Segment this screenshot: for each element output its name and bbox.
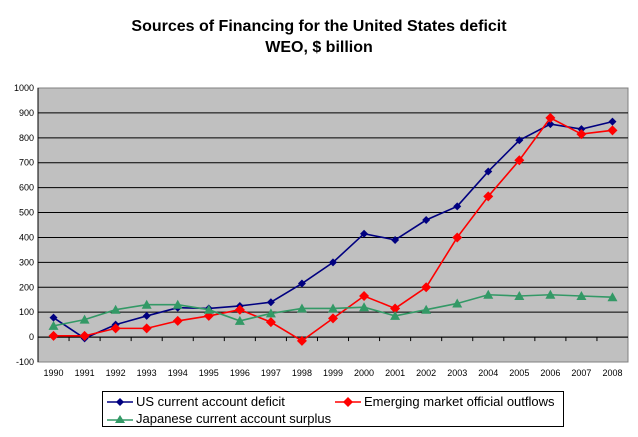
legend-item-em: Emerging market official outflows bbox=[335, 394, 555, 409]
data-point bbox=[390, 310, 401, 320]
data-point bbox=[48, 330, 59, 341]
data-point bbox=[265, 308, 276, 318]
data-point bbox=[545, 289, 556, 299]
legend-marker-diamond-icon bbox=[107, 397, 133, 406]
legend-marker-triangle-icon bbox=[107, 414, 133, 423]
y-tick-label: -100 bbox=[16, 357, 34, 367]
data-point bbox=[607, 292, 618, 302]
y-tick-label: 700 bbox=[19, 158, 34, 168]
legend-label: US current account deficit bbox=[136, 394, 285, 409]
data-point bbox=[576, 290, 587, 300]
x-tick-label: 1998 bbox=[292, 368, 312, 378]
x-tick-label: 2001 bbox=[385, 368, 405, 378]
x-tick-label: 1994 bbox=[168, 368, 188, 378]
data-point bbox=[328, 303, 338, 313]
y-tick-label: 100 bbox=[19, 307, 34, 317]
data-point bbox=[546, 120, 555, 129]
data-point bbox=[515, 136, 524, 145]
x-tick-label: 1990 bbox=[44, 368, 64, 378]
y-tick-label: 200 bbox=[19, 282, 34, 292]
data-point bbox=[49, 313, 58, 322]
y-tick-label: 800 bbox=[19, 133, 34, 143]
data-point bbox=[483, 191, 494, 202]
data-point bbox=[234, 315, 245, 325]
data-point bbox=[453, 202, 462, 211]
y-tick-label: 900 bbox=[19, 108, 34, 118]
legend: US current account deficit Emerging mark… bbox=[102, 391, 564, 427]
x-tick-label: 1995 bbox=[199, 368, 219, 378]
data-point bbox=[422, 216, 431, 225]
chart-subtitle: WEO, $ billion bbox=[265, 39, 373, 56]
x-tick-label: 2003 bbox=[447, 368, 467, 378]
data-point bbox=[390, 303, 401, 314]
data-point bbox=[329, 258, 337, 267]
data-point bbox=[514, 290, 525, 300]
y-tick-label: 600 bbox=[19, 183, 34, 193]
x-tick-label: 2004 bbox=[478, 368, 498, 378]
x-tick-label: 2005 bbox=[509, 368, 529, 378]
data-point bbox=[234, 304, 245, 315]
data-point bbox=[79, 330, 90, 341]
data-point bbox=[172, 315, 183, 326]
data-point bbox=[608, 117, 617, 126]
data-point bbox=[360, 229, 369, 238]
y-tick-label: 500 bbox=[19, 208, 34, 218]
data-point bbox=[142, 311, 151, 320]
data-point bbox=[452, 298, 463, 308]
data-point bbox=[266, 298, 275, 307]
x-tick-label: 1997 bbox=[261, 368, 281, 378]
x-tick-label: 1999 bbox=[323, 368, 343, 378]
data-point bbox=[141, 323, 152, 334]
x-tick-label: 1996 bbox=[230, 368, 250, 378]
x-tick-label: 1993 bbox=[137, 368, 157, 378]
legend-marker-diamond-icon bbox=[335, 396, 361, 407]
data-point bbox=[328, 313, 338, 324]
legend-item-jp: Japanese current account surplus bbox=[107, 411, 331, 426]
x-tick-label: 2007 bbox=[571, 368, 591, 378]
y-tick-label: 1000 bbox=[14, 83, 34, 93]
data-point bbox=[359, 290, 370, 301]
y-tick-label: 400 bbox=[19, 232, 34, 242]
chart-title: Sources of Financing for the United Stat… bbox=[131, 18, 507, 35]
data-point bbox=[607, 125, 618, 136]
data-point bbox=[576, 129, 587, 140]
data-point bbox=[421, 304, 432, 314]
data-point bbox=[514, 155, 525, 166]
x-tick-label: 2002 bbox=[416, 368, 436, 378]
data-point bbox=[172, 299, 183, 309]
x-tick-label: 1992 bbox=[106, 368, 126, 378]
data-point bbox=[48, 320, 59, 330]
data-point bbox=[203, 304, 214, 314]
x-tick-label: 1991 bbox=[75, 368, 95, 378]
data-point bbox=[483, 289, 494, 299]
data-point bbox=[421, 282, 432, 293]
data-point bbox=[545, 112, 556, 123]
data-point bbox=[391, 235, 400, 244]
legend-label: Emerging market official outflows bbox=[364, 394, 555, 409]
data-point bbox=[484, 167, 493, 176]
legend-item-us: US current account deficit bbox=[107, 394, 285, 409]
y-tick-label: 300 bbox=[19, 257, 34, 267]
x-tick-label: 2006 bbox=[540, 368, 560, 378]
data-point bbox=[110, 323, 121, 334]
y-tick-label: 0 bbox=[29, 332, 34, 342]
data-point bbox=[79, 314, 90, 324]
line-chart: -100 0 100 200 300 400 500 600 700 800 900 1000 1990… bbox=[14, 83, 629, 378]
legend-label: Japanese current account surplus bbox=[136, 411, 332, 426]
data-point bbox=[359, 302, 370, 312]
data-point bbox=[265, 317, 276, 328]
data-point bbox=[141, 299, 152, 309]
data-point bbox=[297, 279, 306, 288]
data-point bbox=[296, 303, 307, 313]
data-point bbox=[110, 304, 121, 314]
x-tick-label: 2008 bbox=[602, 368, 622, 378]
data-point bbox=[296, 335, 307, 346]
data-point bbox=[452, 232, 463, 243]
x-tick-label: 2000 bbox=[354, 368, 374, 378]
